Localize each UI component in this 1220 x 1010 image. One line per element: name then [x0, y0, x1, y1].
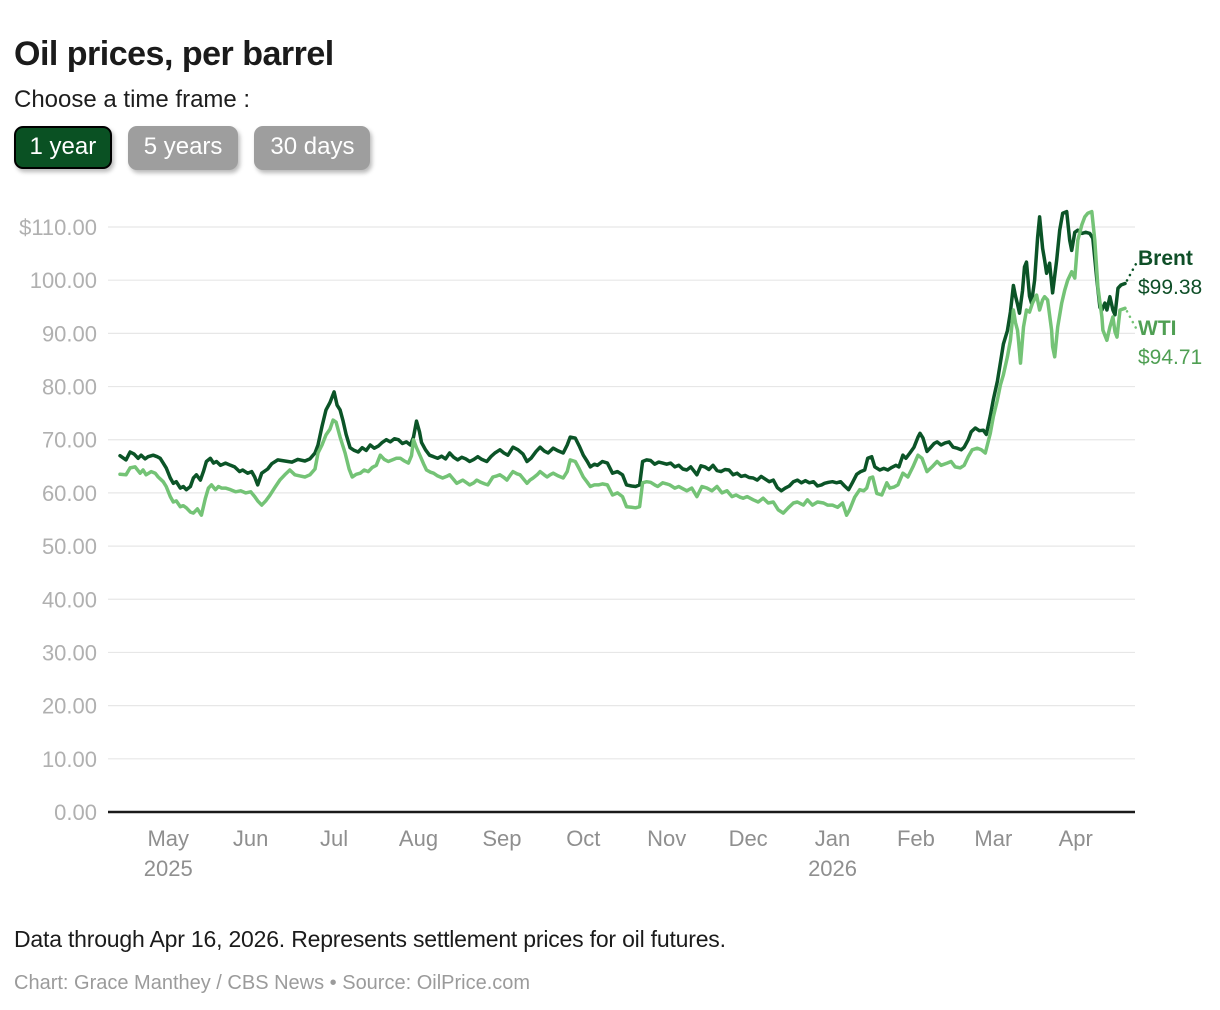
y-axis-tick-label: 80.00	[42, 375, 97, 400]
brent-latest-value: $99.38	[1138, 276, 1203, 299]
chart-note: Data through Apr 16, 2026. Represents se…	[14, 926, 726, 952]
y-axis-tick-label: 30.00	[42, 640, 97, 665]
time-frame-button-1-year[interactable]: 1 year	[14, 126, 112, 169]
x-axis-tick-label: Dec	[729, 826, 768, 851]
x-axis-tick-label: Jan	[815, 826, 850, 851]
chart-credit: Chart: Grace Manthey / CBS News • Source…	[14, 972, 531, 994]
time-frame-button-5-years[interactable]: 5 years	[127, 126, 239, 170]
y-axis-tick-label: 20.00	[42, 694, 97, 719]
y-axis-tick-label: 50.00	[42, 534, 97, 559]
wti-line	[118, 209, 1127, 517]
x-axis-tick-label: Aug	[399, 826, 438, 851]
x-axis-tick-label: Nov	[647, 826, 686, 851]
time-frame-button-group: 1 year 5 years 30 days	[14, 126, 371, 170]
y-axis-tick-label: 70.00	[42, 428, 97, 453]
y-axis-tick-label: 10.00	[42, 747, 97, 772]
x-axis-tick-label: Apr	[1059, 826, 1093, 851]
y-axis-tick-label: 40.00	[42, 587, 97, 612]
time-frame-button-30-days[interactable]: 30 days	[254, 126, 371, 170]
brent-series-name: Brent	[1138, 247, 1193, 270]
wti-series-name: WTI	[1138, 317, 1177, 340]
brent-line	[118, 209, 1127, 493]
y-axis-tick-label: 100.00	[30, 268, 97, 293]
x-axis-year-label: 2026	[808, 856, 857, 881]
wti-leader-line	[1125, 310, 1139, 332]
brent-leader-line	[1125, 260, 1139, 282]
brent-end-label: Brent $99.38	[1138, 244, 1202, 302]
x-axis-tick-label: Jul	[320, 826, 348, 851]
page-title: Oil prices, per barrel	[14, 34, 334, 73]
y-axis-tick-label: 0.00	[54, 800, 97, 825]
x-axis-tick-label: Feb	[897, 826, 935, 851]
wti-end-label: WTI $94.71	[1138, 314, 1202, 372]
y-axis-tick-label: 90.00	[42, 321, 97, 346]
oil-price-line-chart: $110.00 100.00 90.00 80.00 70.00 60.00 50.00 40…	[19, 209, 1139, 881]
y-axis-tick-label: $110.00	[19, 215, 97, 240]
x-axis-tick-label: Oct	[566, 826, 600, 851]
wti-latest-value: $94.71	[1138, 346, 1203, 369]
x-axis-year-label: 2025	[144, 856, 193, 881]
x-axis-tick-label: Sep	[482, 826, 521, 851]
x-axis-tick-label: Mar	[974, 826, 1012, 851]
y-axis-tick-label: 60.00	[42, 481, 97, 506]
time-frame-prompt: Choose a time frame :	[14, 86, 251, 113]
x-axis-tick-label: May	[147, 826, 189, 851]
x-axis-tick-label: Jun	[233, 826, 268, 851]
